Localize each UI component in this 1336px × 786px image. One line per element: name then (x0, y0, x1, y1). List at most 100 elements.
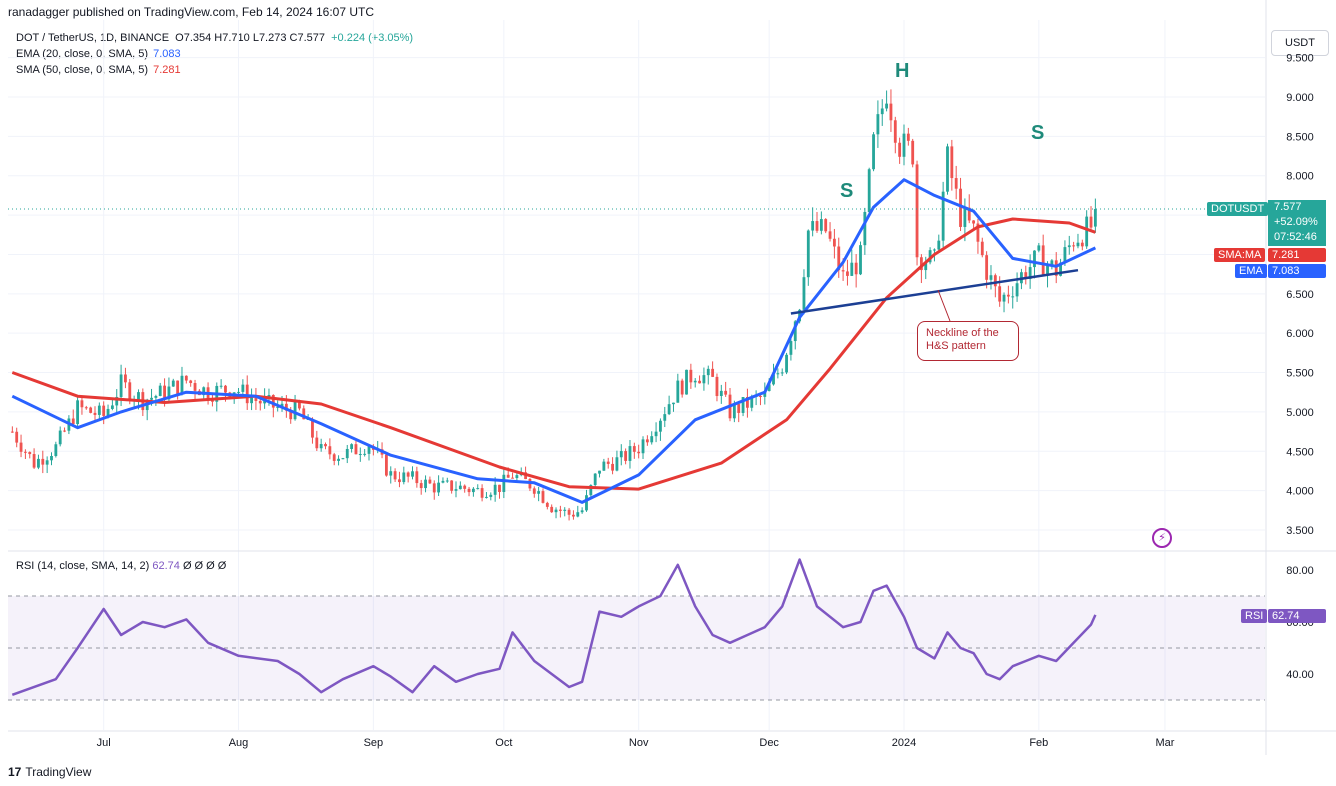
candle-body (685, 369, 688, 395)
candle-body (641, 439, 645, 454)
candle-body (1085, 216, 1089, 247)
candle-body (1006, 294, 1010, 297)
price-tick-label: 5.000 (1286, 407, 1314, 419)
candle-body (311, 418, 314, 438)
candle-body (367, 446, 371, 454)
footer-brand[interactable]: TradingView (25, 765, 92, 779)
candle-body (337, 458, 340, 461)
tradingview-logo-icon[interactable]: 17 (8, 765, 22, 779)
candle-body (785, 354, 788, 373)
candle-body (732, 404, 736, 419)
candle-body (619, 451, 623, 458)
price-tick-label: 5.500 (1286, 368, 1314, 380)
time-tick-label: Aug (229, 737, 249, 749)
price-tick-label: 4.500 (1286, 446, 1314, 458)
candle-body (124, 374, 127, 383)
candle-body (424, 479, 427, 489)
candle-body (811, 221, 815, 231)
candle-body (793, 321, 797, 342)
candle-body (54, 444, 58, 457)
lightning-icon[interactable]: ⚡ (1152, 528, 1172, 548)
candle-body (589, 485, 593, 496)
candle-body (689, 369, 693, 383)
price-tick-label: 8.000 (1286, 171, 1314, 183)
candle-body (615, 457, 619, 471)
candle-body (71, 418, 75, 425)
candle-body (302, 408, 306, 420)
candle-body (324, 444, 327, 447)
candle-body (719, 390, 723, 397)
price-tick-label: 8.500 (1286, 131, 1314, 143)
candle-body (724, 390, 728, 395)
candle-body (441, 480, 445, 483)
candle-body (489, 494, 493, 497)
candle-body (772, 374, 775, 385)
candle-body (624, 451, 628, 461)
candle-body (537, 491, 541, 494)
candle-body (532, 488, 536, 494)
rsi-band (8, 595, 1265, 701)
candle-body (184, 375, 188, 381)
candle-body (380, 449, 384, 455)
candle-body (128, 382, 132, 401)
candle-body (867, 169, 871, 212)
candle-body (110, 405, 114, 409)
price-tag-pct: +52.09% (1274, 216, 1318, 228)
candle-body (572, 514, 575, 517)
price-tag: 7.577 +52.09% 07:52:46 (1268, 200, 1326, 246)
price-tag-value: 7.577 (1274, 201, 1302, 213)
candle-body (389, 471, 393, 476)
candles (10, 89, 1097, 521)
candle-body (471, 488, 475, 493)
ema-legend[interactable]: EMA (20, close, 0, SMA, 5) 7.083 (16, 48, 181, 60)
candle-body (598, 470, 601, 474)
candle-body (189, 380, 193, 384)
candle-body (780, 372, 784, 374)
candle-body (1046, 265, 1049, 275)
candle-body (458, 485, 462, 490)
callout-pointer (937, 289, 951, 322)
candle-body (1067, 245, 1071, 248)
candle-body (1054, 260, 1058, 276)
candle-body (502, 474, 506, 493)
price-tick-label: 6.500 (1286, 289, 1314, 301)
rsi-legend-value: 62.74 (152, 560, 180, 572)
candle-body (1080, 242, 1084, 247)
candle-body (611, 463, 614, 471)
sma-legend[interactable]: SMA (50, close, 0, SMA, 5) 7.281 (16, 64, 181, 76)
candle-body (663, 414, 667, 421)
candle-body (872, 134, 875, 170)
price-tick-label: 3.500 (1286, 525, 1314, 537)
candle-body (750, 396, 754, 408)
candle-body (654, 431, 658, 437)
candle-body (350, 444, 354, 449)
candle-body (528, 479, 532, 489)
candle-body (163, 385, 166, 400)
candle-body (1041, 245, 1045, 275)
candle-body (1063, 247, 1067, 263)
candle-body (985, 255, 989, 280)
candle-body (89, 407, 93, 413)
candle-body (580, 510, 584, 513)
candle-body (545, 502, 549, 507)
candle-body (363, 453, 367, 455)
candle-body (428, 479, 432, 484)
candle-body (906, 133, 910, 141)
currency-button[interactable]: USDT (1271, 30, 1329, 56)
symbol-name[interactable]: DOT / TetherUS, 1D, BINANCE (16, 32, 170, 44)
neckline-line (790, 268, 1079, 315)
candle-body (915, 164, 919, 258)
candle-body (854, 262, 858, 275)
candle-body (437, 482, 441, 493)
symbol-tag: DOTUSDT (1207, 202, 1269, 216)
candle-body (672, 402, 675, 405)
head-label: H (895, 60, 910, 82)
candle-body (315, 437, 319, 449)
candle-body (880, 108, 884, 115)
candle-body (119, 374, 123, 397)
candle-body (1050, 260, 1054, 266)
candle-body (828, 231, 832, 239)
rsi-legend[interactable]: RSI (14, close, SMA, 14, 2) 62.74 Ø Ø Ø … (16, 560, 226, 572)
candle-body (606, 461, 610, 464)
